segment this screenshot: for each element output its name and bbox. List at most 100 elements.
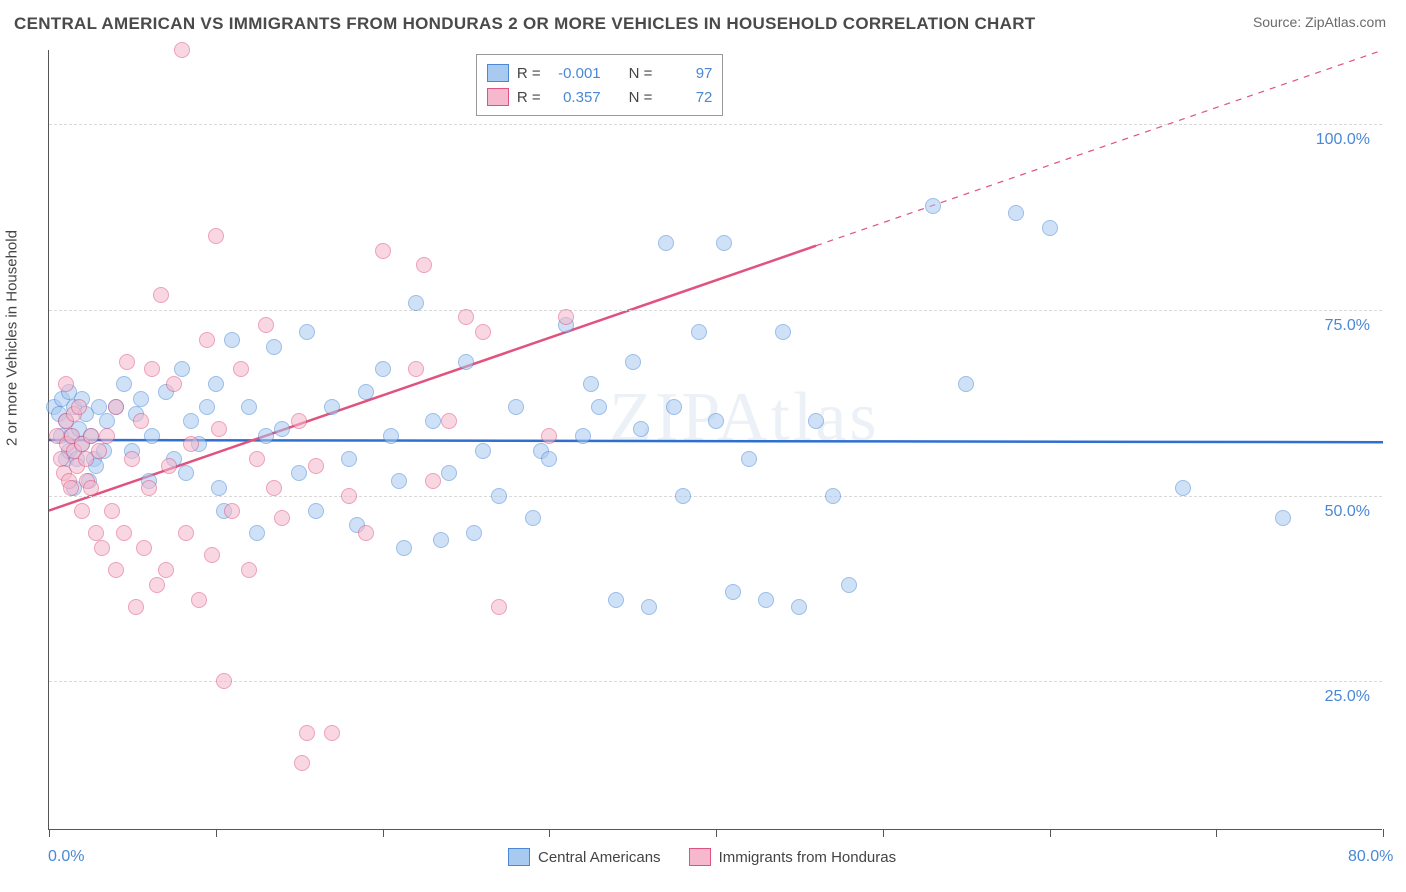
scatter-point	[258, 428, 274, 444]
scatter-point	[1175, 480, 1191, 496]
scatter-point	[475, 324, 491, 340]
source-label: Source: ZipAtlas.com	[1253, 14, 1386, 30]
scatter-point	[475, 443, 491, 459]
scatter-point	[83, 428, 99, 444]
scatter-point	[141, 480, 157, 496]
scatter-point	[58, 376, 74, 392]
scatter-point	[166, 376, 182, 392]
scatter-point	[299, 725, 315, 741]
scatter-point	[666, 399, 682, 415]
scatter-point	[233, 361, 249, 377]
scatter-point	[775, 324, 791, 340]
source-prefix: Source:	[1253, 14, 1305, 30]
stat-n-value: 72	[660, 89, 712, 106]
scatter-point	[466, 525, 482, 541]
scatter-point	[291, 465, 307, 481]
scatter-point	[211, 421, 227, 437]
scatter-point	[136, 540, 152, 556]
stat-legend-row: R = -0.001N = 97	[487, 61, 713, 85]
trend-line	[49, 440, 1383, 442]
scatter-point	[294, 755, 310, 771]
scatter-point	[266, 339, 282, 355]
gridline-h	[49, 124, 1382, 125]
legend-swatch	[508, 848, 530, 866]
scatter-point	[99, 413, 115, 429]
scatter-point	[458, 309, 474, 325]
scatter-point	[925, 198, 941, 214]
scatter-point	[224, 332, 240, 348]
scatter-point	[144, 428, 160, 444]
scatter-point	[741, 451, 757, 467]
scatter-point	[608, 592, 624, 608]
scatter-point	[183, 413, 199, 429]
scatter-point	[91, 443, 107, 459]
scatter-point	[91, 399, 107, 415]
scatter-point	[425, 413, 441, 429]
scatter-point	[308, 503, 324, 519]
scatter-point	[341, 488, 357, 504]
y-tick-label: 50.0%	[1325, 503, 1370, 521]
scatter-point	[94, 540, 110, 556]
scatter-point	[408, 295, 424, 311]
scatter-point	[128, 599, 144, 615]
scatter-point	[825, 488, 841, 504]
scatter-point	[641, 599, 657, 615]
scatter-point	[178, 525, 194, 541]
scatter-point	[841, 577, 857, 593]
scatter-point	[133, 413, 149, 429]
scatter-point	[708, 413, 724, 429]
scatter-point	[216, 673, 232, 689]
x-tick-mark	[383, 829, 384, 837]
stat-r-label: R =	[517, 89, 541, 106]
scatter-point	[104, 503, 120, 519]
scatter-point	[808, 413, 824, 429]
stat-n-label: N =	[629, 89, 653, 106]
gridline-h	[49, 681, 1382, 682]
scatter-point	[525, 510, 541, 526]
x-tick-mark	[716, 829, 717, 837]
scatter-point	[658, 235, 674, 251]
x-tick-label: 0.0%	[48, 848, 84, 866]
scatter-point	[258, 317, 274, 333]
series-name: Immigrants from Honduras	[719, 849, 897, 866]
scatter-point	[725, 584, 741, 600]
scatter-point	[108, 399, 124, 415]
stat-r-value: -0.001	[549, 65, 601, 82]
gridline-h	[49, 310, 1382, 311]
series-legend-item: Immigrants from Honduras	[689, 848, 897, 866]
stat-legend-row: R = 0.357N = 72	[487, 85, 713, 109]
scatter-point	[425, 473, 441, 489]
scatter-point	[274, 421, 290, 437]
scatter-point	[408, 361, 424, 377]
scatter-point	[675, 488, 691, 504]
scatter-point	[716, 235, 732, 251]
series-legend-item: Central Americans	[508, 848, 661, 866]
legend-swatch	[689, 848, 711, 866]
scatter-point	[88, 525, 104, 541]
scatter-point	[116, 376, 132, 392]
scatter-point	[99, 428, 115, 444]
scatter-point	[241, 399, 257, 415]
chart-title: CENTRAL AMERICAN VS IMMIGRANTS FROM HOND…	[14, 14, 1035, 34]
scatter-point	[691, 324, 707, 340]
scatter-point	[491, 488, 507, 504]
scatter-point	[575, 428, 591, 444]
scatter-point	[174, 42, 190, 58]
scatter-point	[208, 228, 224, 244]
scatter-point	[199, 332, 215, 348]
scatter-point	[441, 465, 457, 481]
scatter-point	[441, 413, 457, 429]
scatter-point	[1042, 220, 1058, 236]
plot-area: ZIPAtlas R = -0.001N = 97R = 0.357N = 72…	[48, 50, 1382, 830]
stat-legend-box: R = -0.001N = 97R = 0.357N = 72	[476, 54, 724, 116]
scatter-point	[583, 376, 599, 392]
scatter-point	[758, 592, 774, 608]
watermark-text: ZIPAtlas	[609, 378, 879, 458]
scatter-point	[958, 376, 974, 392]
scatter-point	[341, 451, 357, 467]
stat-r-label: R =	[517, 65, 541, 82]
scatter-point	[383, 428, 399, 444]
scatter-point	[71, 399, 87, 415]
trend-lines-svg	[49, 50, 1383, 830]
scatter-point	[153, 287, 169, 303]
